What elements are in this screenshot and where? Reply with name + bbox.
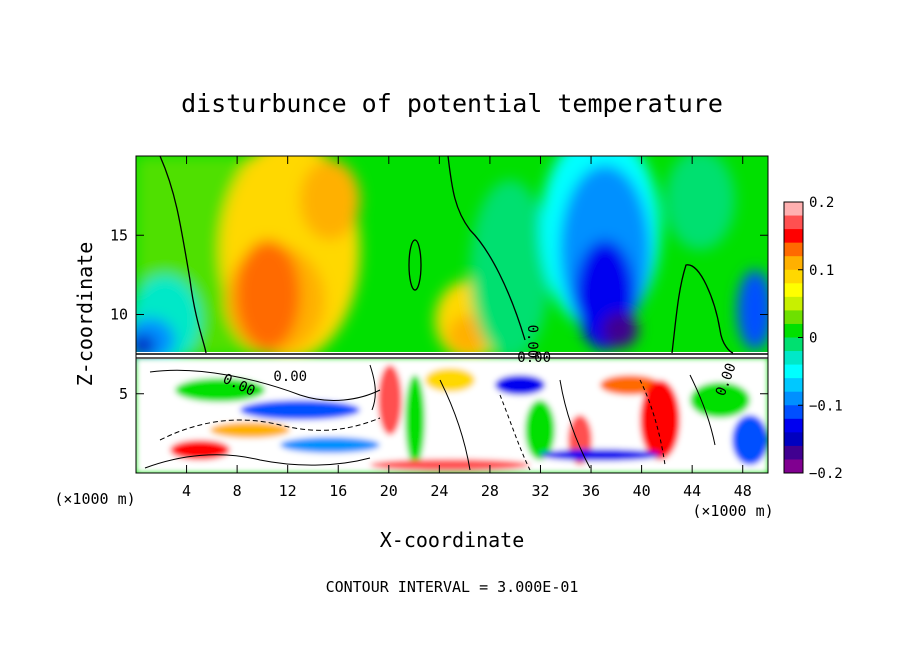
colorbar-tick-label: −0.2 — [809, 466, 843, 482]
contour-label: 0.00 — [517, 350, 551, 366]
y-axis-label: Z-coordinate — [73, 242, 97, 387]
colorbar-tick-label: 0.2 — [809, 195, 834, 211]
y-axis-unit: (×1000 m) — [54, 490, 135, 508]
colorbar-swatch — [784, 242, 803, 257]
x-tick-label: 44 — [683, 482, 701, 500]
x-tick-label: 36 — [582, 482, 600, 500]
contour-label: 0.00 — [273, 369, 307, 385]
colorbar-swatch — [784, 310, 803, 325]
x-tick-label: 16 — [329, 482, 347, 500]
contour-label: 0.00 — [524, 325, 540, 359]
x-tick-label: 12 — [279, 482, 297, 500]
colorbar-swatch — [784, 432, 803, 447]
colorbar-tick-label: 0.1 — [809, 263, 834, 279]
x-tick-label: 4 — [182, 482, 191, 500]
x-axis-unit: (×1000 m) — [692, 502, 773, 520]
colorbar-tick-label: 0 — [809, 331, 817, 347]
colorbar-swatch — [784, 391, 803, 406]
colorbar-swatch — [784, 364, 803, 379]
colorbar-swatch — [784, 269, 803, 284]
y-tick-label: 10 — [110, 306, 128, 324]
colorbar — [784, 202, 803, 474]
x-axis-label: X-coordinate — [380, 528, 525, 552]
x-tick-label: 28 — [481, 482, 499, 500]
colorbar-swatch — [784, 418, 803, 433]
colorbar-swatch — [784, 202, 803, 217]
colorbar-swatch — [784, 296, 803, 311]
contour-interval-note: CONTOUR INTERVAL = 3.000E-01 — [326, 578, 579, 596]
colorbar-swatch — [784, 215, 803, 230]
colorbar-swatch — [784, 283, 803, 298]
colorbar-ticks: 0.2 0.1 0 −0.1 −0.2 — [798, 195, 843, 482]
colorbar-swatch — [784, 445, 803, 460]
colorbar-swatch — [784, 256, 803, 271]
x-tick-label: 40 — [633, 482, 651, 500]
colorbar-swatch — [784, 459, 803, 474]
x-axis-ticks: 4 8 12 16 20 24 28 32 36 40 44 48 — [182, 156, 752, 500]
x-tick-label: 8 — [233, 482, 242, 500]
colorbar-tick-label: −0.1 — [809, 398, 843, 414]
x-tick-label: 20 — [380, 482, 398, 500]
colorbar-swatch — [784, 405, 803, 420]
y-tick-label: 15 — [110, 226, 128, 244]
x-tick-label: 24 — [430, 482, 448, 500]
colorbar-swatch — [784, 378, 803, 393]
colorbar-swatch — [784, 351, 803, 366]
y-tick-label: 5 — [119, 385, 128, 403]
y-axis-ticks: 5 10 15 — [110, 226, 768, 403]
x-tick-label: 48 — [734, 482, 752, 500]
colorbar-swatch — [784, 229, 803, 244]
x-tick-label: 32 — [531, 482, 549, 500]
colorbar-swatch — [784, 323, 803, 338]
chart-title: disturbunce of potential temperature — [181, 89, 723, 118]
plot-area — [136, 156, 768, 473]
colorbar-swatch — [784, 337, 803, 352]
